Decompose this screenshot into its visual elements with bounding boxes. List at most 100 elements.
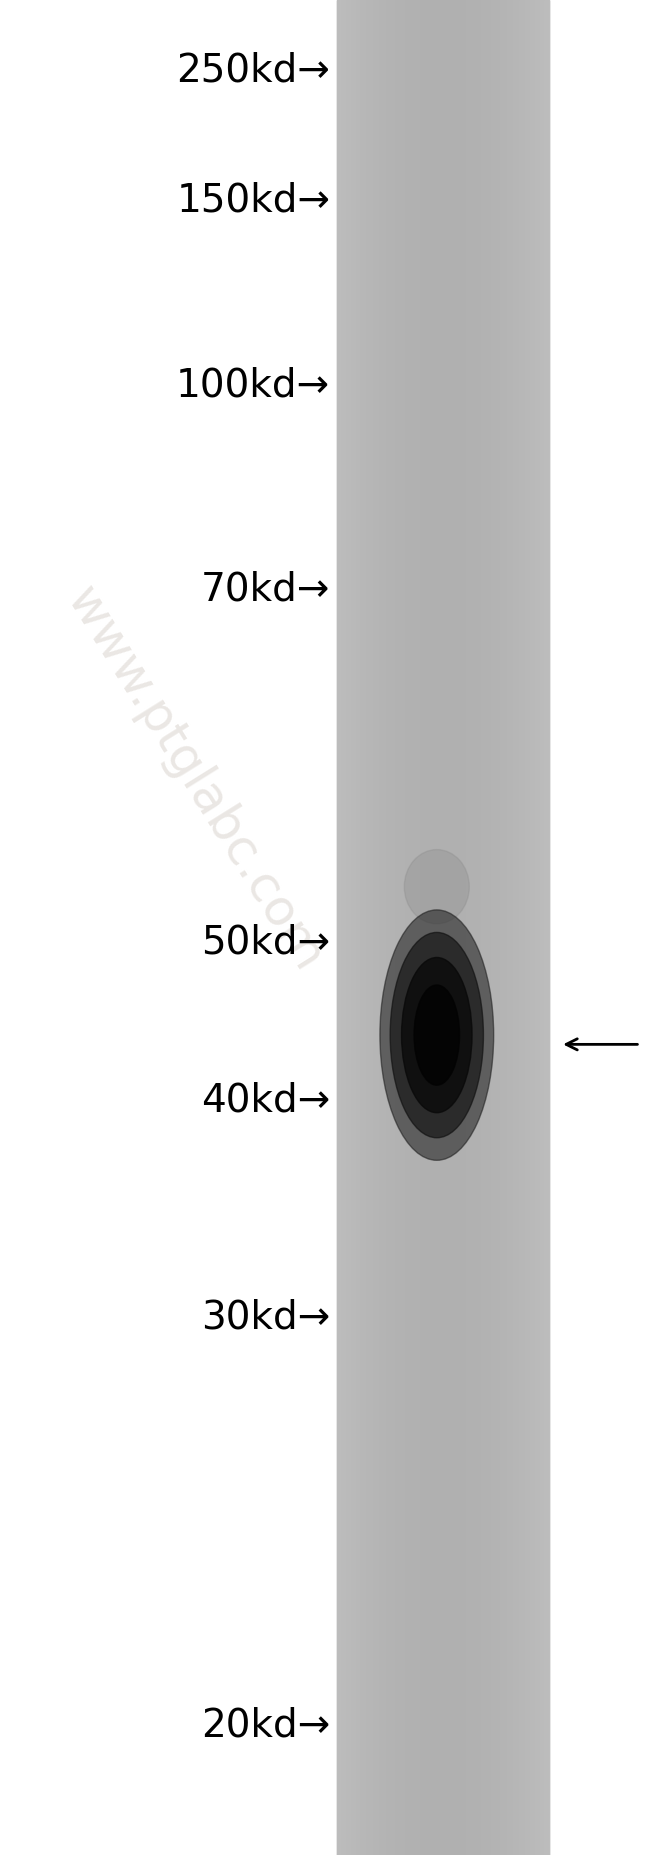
Bar — [492, 0, 493, 1855]
Text: www.ptglabc.com: www.ptglabc.com — [57, 579, 333, 979]
Bar — [397, 0, 398, 1855]
Bar — [405, 0, 406, 1855]
Bar — [536, 0, 537, 1855]
Bar — [393, 0, 394, 1855]
Bar — [457, 0, 458, 1855]
Bar — [460, 0, 461, 1855]
Bar — [456, 0, 457, 1855]
Bar — [477, 0, 478, 1855]
Bar — [401, 0, 402, 1855]
Bar — [431, 0, 432, 1855]
Bar — [474, 0, 475, 1855]
Bar — [545, 0, 546, 1855]
Bar — [540, 0, 541, 1855]
Bar — [385, 0, 386, 1855]
Bar — [530, 0, 531, 1855]
Bar — [514, 0, 515, 1855]
Bar — [396, 0, 397, 1855]
Ellipse shape — [402, 957, 472, 1113]
Bar — [548, 0, 549, 1855]
Bar — [362, 0, 363, 1855]
Bar — [360, 0, 361, 1855]
Bar — [510, 0, 511, 1855]
Bar — [521, 0, 523, 1855]
Bar — [430, 0, 431, 1855]
Bar — [361, 0, 362, 1855]
Bar — [386, 0, 387, 1855]
Bar — [519, 0, 520, 1855]
Bar — [524, 0, 525, 1855]
Bar — [480, 0, 481, 1855]
Bar — [485, 0, 486, 1855]
Bar — [496, 0, 497, 1855]
Bar — [358, 0, 359, 1855]
Bar — [502, 0, 503, 1855]
Bar — [370, 0, 371, 1855]
Bar — [382, 0, 383, 1855]
Bar — [488, 0, 489, 1855]
Bar — [434, 0, 436, 1855]
Bar — [377, 0, 378, 1855]
Bar — [359, 0, 360, 1855]
Bar — [341, 0, 342, 1855]
Bar — [374, 0, 375, 1855]
Bar — [513, 0, 514, 1855]
Bar — [453, 0, 454, 1855]
Bar — [367, 0, 368, 1855]
Bar — [505, 0, 506, 1855]
Bar — [440, 0, 441, 1855]
Bar — [447, 0, 448, 1855]
Bar — [419, 0, 420, 1855]
Bar — [452, 0, 453, 1855]
Bar — [538, 0, 539, 1855]
Bar — [532, 0, 533, 1855]
Bar — [500, 0, 501, 1855]
Bar — [444, 0, 445, 1855]
Bar — [499, 0, 500, 1855]
Bar — [404, 0, 405, 1855]
Bar — [410, 0, 411, 1855]
Bar — [432, 0, 433, 1855]
Bar — [337, 0, 338, 1855]
Bar — [422, 0, 423, 1855]
Bar — [423, 0, 424, 1855]
Bar — [407, 0, 408, 1855]
Bar — [535, 0, 536, 1855]
Bar — [415, 0, 416, 1855]
Bar — [403, 0, 404, 1855]
Bar — [349, 0, 350, 1855]
Bar — [478, 0, 479, 1855]
Bar — [400, 0, 401, 1855]
Bar — [547, 0, 548, 1855]
Bar — [375, 0, 376, 1855]
Bar — [543, 0, 544, 1855]
Bar — [399, 0, 400, 1855]
Bar — [468, 0, 469, 1855]
Bar — [531, 0, 532, 1855]
Bar — [395, 0, 396, 1855]
Bar — [392, 0, 393, 1855]
Bar — [428, 0, 429, 1855]
Bar — [439, 0, 440, 1855]
Bar — [471, 0, 472, 1855]
Bar — [520, 0, 521, 1855]
Bar — [455, 0, 456, 1855]
Bar — [526, 0, 527, 1855]
Bar — [465, 0, 466, 1855]
Bar — [501, 0, 502, 1855]
Bar — [351, 0, 352, 1855]
Bar — [482, 0, 483, 1855]
Bar — [458, 0, 460, 1855]
Text: 150kd→: 150kd→ — [176, 182, 330, 219]
Bar — [389, 0, 390, 1855]
Ellipse shape — [414, 985, 460, 1085]
Bar — [450, 0, 452, 1855]
Bar — [473, 0, 474, 1855]
Bar — [372, 0, 373, 1855]
Bar — [437, 0, 438, 1855]
Bar — [466, 0, 467, 1855]
Bar — [507, 0, 508, 1855]
Bar — [542, 0, 543, 1855]
Bar — [338, 0, 339, 1855]
Bar — [425, 0, 426, 1855]
